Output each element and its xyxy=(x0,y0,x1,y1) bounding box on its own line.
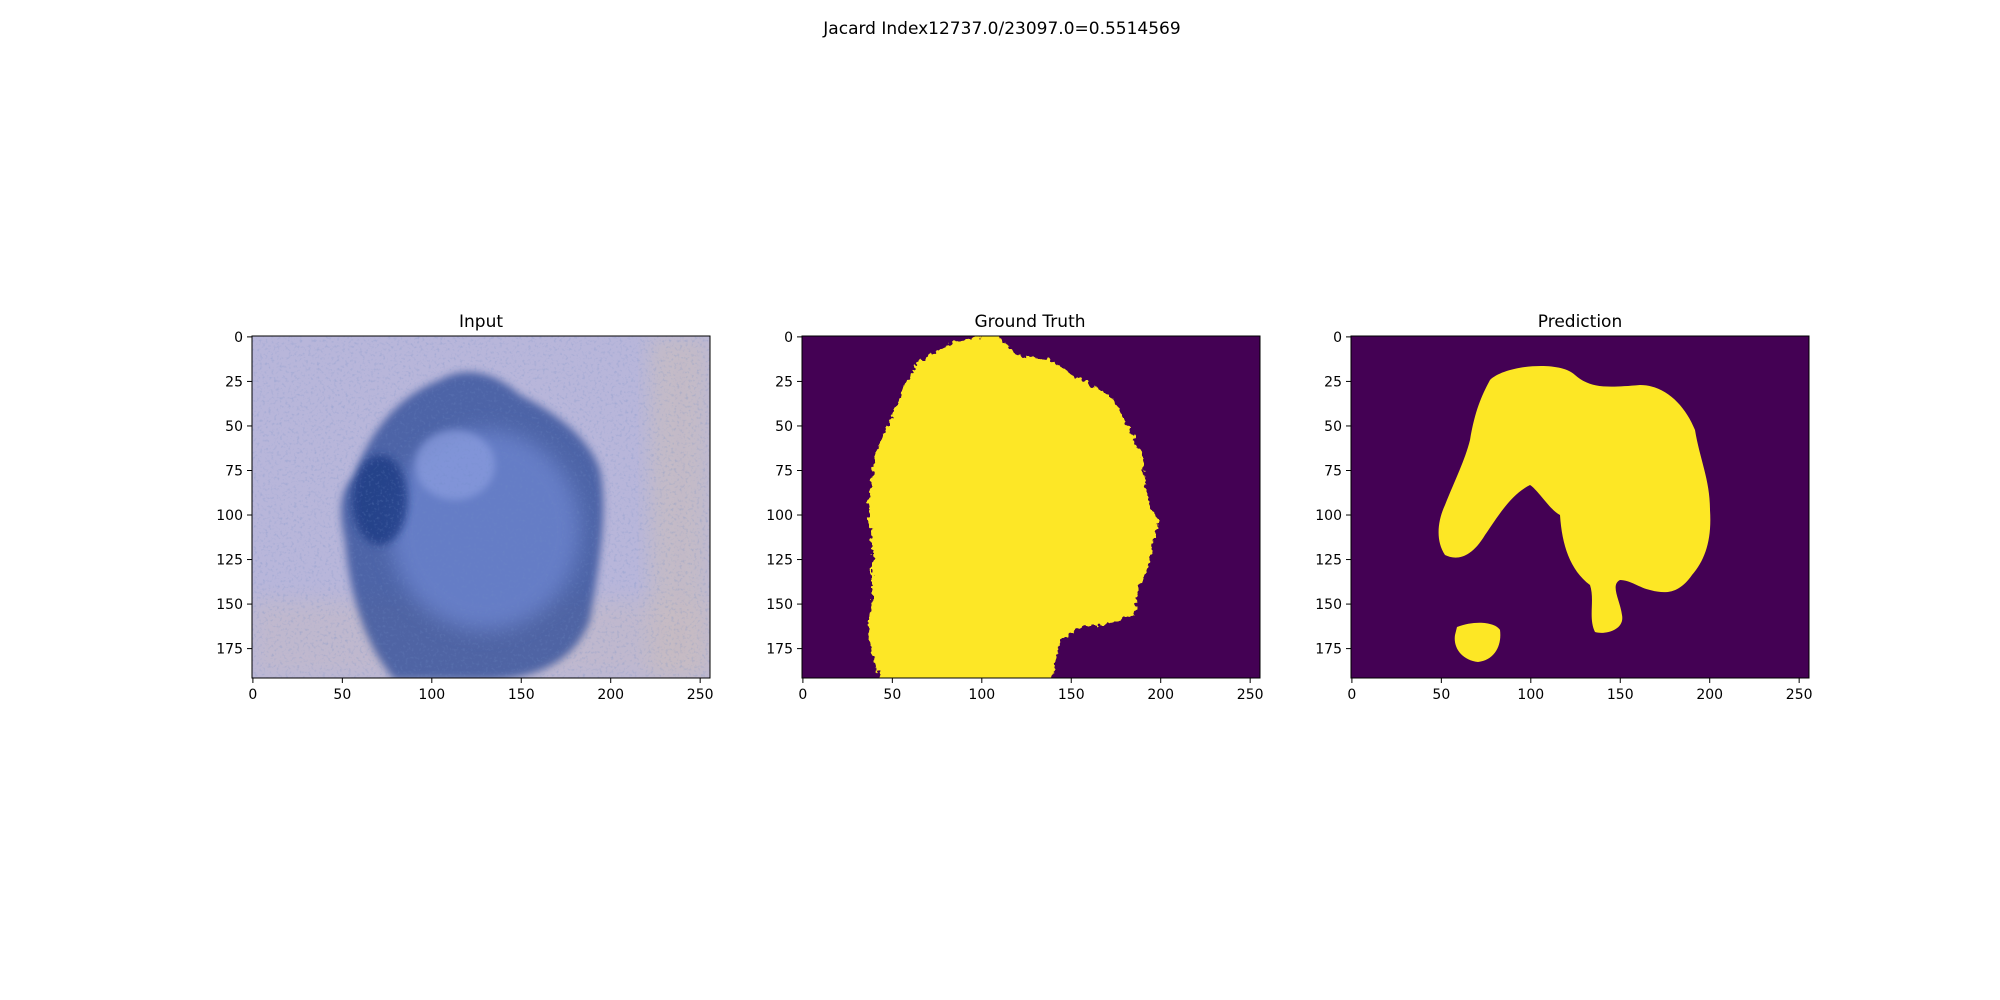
y-tick-label: 0 xyxy=(784,330,793,346)
ground-truth-mask xyxy=(802,336,1260,678)
y-tick-label: 175 xyxy=(1315,642,1342,658)
panel-input-title: Input xyxy=(459,312,503,332)
x-tick-label: 150 xyxy=(1058,687,1085,703)
prediction-mask xyxy=(1351,336,1809,678)
y-tick-label: 75 xyxy=(1324,463,1342,479)
figure-suptitle: Jacard Index12737.0/23097.0=0.5514569 xyxy=(822,19,1180,39)
x-tick-label: 0 xyxy=(798,687,807,703)
x-tick-label: 150 xyxy=(508,687,535,703)
x-tick-label: 150 xyxy=(1607,687,1634,703)
x-tick-label: 0 xyxy=(1347,687,1356,703)
y-tick-label: 150 xyxy=(216,597,243,613)
x-tick-label: 250 xyxy=(687,687,714,703)
prediction-main-region xyxy=(1438,365,1711,633)
x-tick-label: 100 xyxy=(1517,687,1544,703)
x-tick-label: 200 xyxy=(1147,687,1174,703)
x-tick-label: 200 xyxy=(1696,687,1723,703)
y-tick-label: 100 xyxy=(216,508,243,524)
input-image xyxy=(252,336,710,678)
y-tick-label: 175 xyxy=(766,642,793,658)
y-tick-label: 175 xyxy=(216,642,243,658)
panel-prediction: Prediction 0 50 100 150 200 250 0 25 50 75 100 125… xyxy=(1315,312,1812,703)
panel-ground-truth: Ground Truth 0 50 100 150 200 250 0 25 50 75 100 1… xyxy=(766,312,1263,703)
input-y-axis: 0 25 50 75 100 125 150 175 xyxy=(216,330,252,658)
x-tick-label: 0 xyxy=(248,687,257,703)
y-tick-label: 25 xyxy=(1324,374,1342,390)
y-tick-label: 50 xyxy=(775,419,793,435)
x-tick-label: 200 xyxy=(597,687,624,703)
y-tick-label: 125 xyxy=(216,553,243,569)
panel-prediction-title: Prediction xyxy=(1538,312,1622,332)
y-tick-label: 25 xyxy=(225,374,243,390)
x-tick-label: 50 xyxy=(333,687,351,703)
x-tick-label: 250 xyxy=(1237,687,1264,703)
x-tick-label: 100 xyxy=(418,687,445,703)
y-tick-label: 150 xyxy=(766,597,793,613)
y-tick-label: 150 xyxy=(1315,597,1342,613)
y-tick-label: 50 xyxy=(225,419,243,435)
y-tick-label: 0 xyxy=(234,330,243,346)
lesion-speckle xyxy=(252,336,710,678)
prediction-small-region xyxy=(1454,622,1501,662)
y-tick-label: 75 xyxy=(225,463,243,479)
y-tick-label: 125 xyxy=(766,553,793,569)
y-tick-label: 75 xyxy=(775,463,793,479)
input-frame xyxy=(251,335,711,679)
panel-ground-truth-title: Ground Truth xyxy=(974,312,1085,332)
prediction-x-axis: 0 50 100 150 200 250 xyxy=(1347,678,1813,703)
input-x-axis: 0 50 100 150 200 250 xyxy=(248,678,714,703)
ground-truth-lesion xyxy=(868,336,1158,678)
x-tick-label: 100 xyxy=(968,687,995,703)
panel-input: Input 0 50 100 150 200 250 0 25 50 75 100 125 150 17… xyxy=(216,312,713,703)
prediction-frame xyxy=(1350,335,1810,679)
y-tick-label: 100 xyxy=(1315,508,1342,524)
x-tick-label: 50 xyxy=(1432,687,1450,703)
prediction-y-axis: 0 25 50 75 100 125 150 175 xyxy=(1315,330,1351,658)
x-tick-label: 50 xyxy=(883,687,901,703)
y-tick-label: 100 xyxy=(766,508,793,524)
ground-truth-x-axis: 0 50 100 150 200 250 xyxy=(798,678,1264,703)
x-tick-label: 250 xyxy=(1786,687,1813,703)
ground-truth-frame xyxy=(801,335,1261,679)
ground-truth-y-axis: 0 25 50 75 100 125 150 175 xyxy=(766,330,802,658)
y-tick-label: 125 xyxy=(1315,553,1342,569)
y-tick-label: 0 xyxy=(1333,330,1342,346)
y-tick-label: 50 xyxy=(1324,419,1342,435)
y-tick-label: 25 xyxy=(775,374,793,390)
